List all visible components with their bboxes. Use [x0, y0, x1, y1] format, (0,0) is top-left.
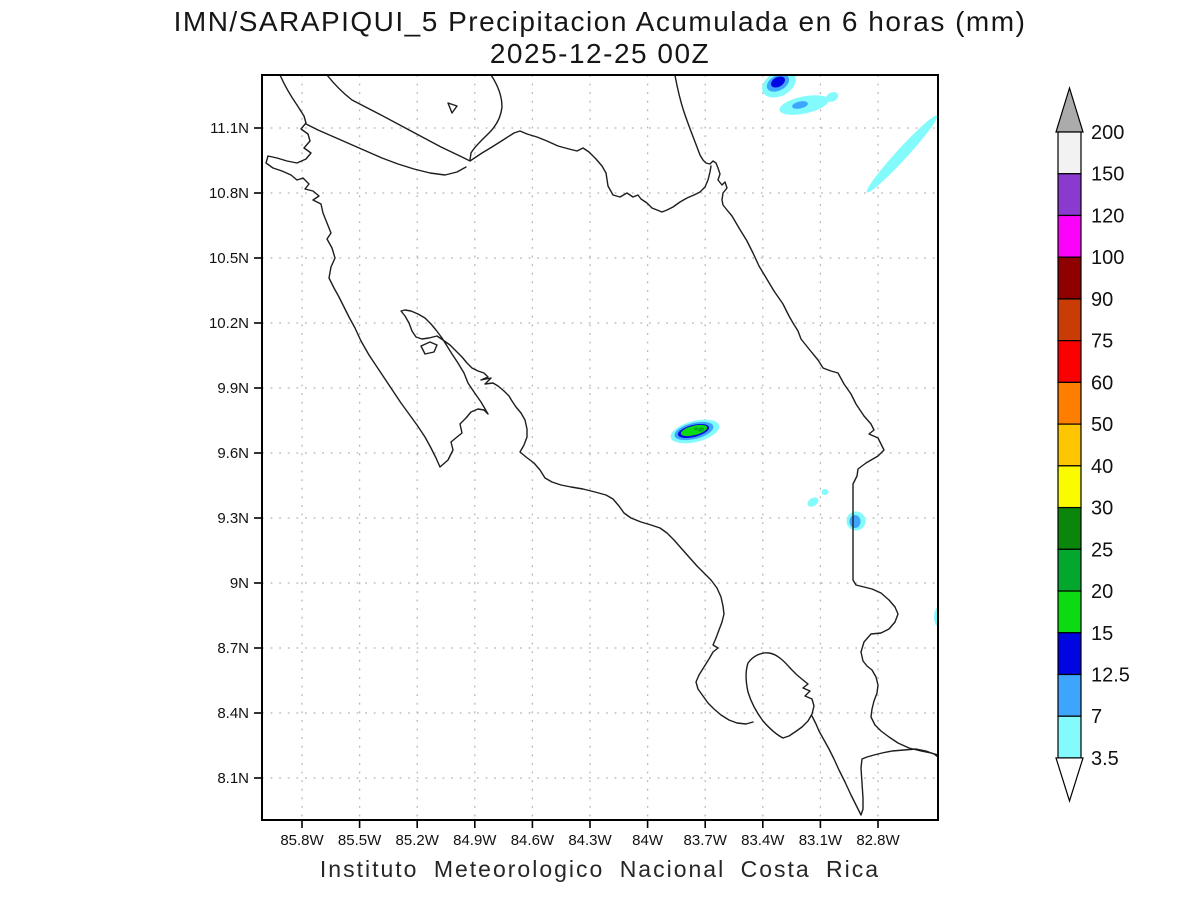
- colorbar-level-label: 120: [1091, 205, 1124, 227]
- colorbar-band: [1057, 173, 1082, 217]
- colorbar-band: [1057, 506, 1082, 550]
- precip-cell: [825, 92, 839, 102]
- page-title: IMN/SARAPIQUI_5 Precipitacion Acumulada …: [173, 6, 1027, 37]
- colorbar-band: [1057, 381, 1082, 425]
- colorbar-level-label: 20: [1091, 581, 1113, 603]
- lon-tick-label: 85.8W: [280, 832, 324, 849]
- precip-cell: [821, 489, 829, 495]
- longitude-axis-labels: 85.8W 85.5W 85.2W 84.9W 84.6W 84.3W 84W 83.7W 83…: [280, 832, 900, 849]
- colorbar-band: [1057, 256, 1082, 300]
- lat-tick-label: 8.1N: [217, 770, 249, 787]
- latitude-axis-labels: 11.1N 10.8N 10.5N 10.2N 9.9N 9.6N 9.3N 9N 8.7N 8.…: [209, 120, 249, 787]
- lake-nicaragua-shore: [469, 75, 503, 161]
- lon-tick-label: 84.6W: [511, 832, 555, 849]
- colorbar-level-label: 25: [1091, 539, 1113, 561]
- lat-tick-label: 10.5N: [209, 250, 249, 267]
- colorbar-level-label: 200: [1091, 122, 1124, 144]
- colorbar-band: [1057, 298, 1082, 342]
- lon-tick-label: 85.5W: [338, 832, 382, 849]
- colorbar-level-label: 30: [1091, 498, 1113, 520]
- colorbar-level-label: 12.5: [1091, 664, 1130, 686]
- colorbar-band: [1057, 340, 1082, 383]
- colorbar-band: [1057, 590, 1082, 634]
- precipitation-colorbar: 200 150 120 100 90 75 60 50 40 30 25 20 15 12.5 7 3.5: [1055, 85, 1130, 803]
- colorbar-level-label: 7: [1091, 706, 1102, 728]
- precip-cell: [697, 427, 705, 432]
- lat-tick-label: 10.2N: [209, 315, 249, 332]
- lon-tick-label: 85.2W: [396, 832, 440, 849]
- colorbar-level-label: 75: [1091, 331, 1113, 353]
- coastline-burica-panama: [811, 715, 938, 816]
- lat-tick-label: 9.3N: [217, 510, 249, 527]
- lat-tick-label: 8.4N: [217, 705, 249, 722]
- latlon-gridlines: [262, 75, 938, 820]
- precipitation-cells: [670, 75, 938, 626]
- lat-tick-label: 9N: [230, 575, 249, 592]
- colorbar-level-label: 90: [1091, 289, 1113, 311]
- colorbar-band: [1057, 423, 1082, 467]
- colorbar-band: [1057, 673, 1082, 717]
- plot-frame: [261, 74, 939, 821]
- coastline-osa-peninsula: [745, 652, 815, 739]
- colorbar-level-label: 40: [1091, 456, 1113, 478]
- lon-tick-label: 84W: [632, 832, 664, 849]
- border-nicaragua-south: [305, 123, 467, 176]
- lat-tick-label: 9.6N: [217, 445, 249, 462]
- colorbar-band: [1057, 131, 1082, 175]
- lon-tick-label: 84.3W: [568, 832, 612, 849]
- lat-tick-label: 8.7N: [217, 640, 249, 657]
- colorbar-band: [1057, 548, 1082, 592]
- precip-cell: [771, 76, 785, 88]
- lat-tick-label: 9.9N: [217, 380, 249, 397]
- lake-island: [447, 102, 458, 114]
- page-subtitle-date: 2025-12-25 00Z: [489, 38, 711, 69]
- lat-tick-label: 11.1N: [210, 120, 249, 137]
- colorbar-level-label: 100: [1091, 247, 1124, 269]
- axis-ticks: [254, 127, 879, 828]
- precip-cell: [849, 515, 861, 528]
- coastline-pacific: [265, 75, 754, 725]
- colorbar-level-label: 15: [1091, 623, 1113, 645]
- lon-tick-label: 83.1W: [799, 832, 843, 849]
- footer-caption: Instituto Meteorologico Nacional Costa R…: [319, 856, 881, 882]
- precip-cell: [693, 427, 699, 431]
- chira-island: [420, 341, 438, 355]
- colorbar-level-label: 150: [1091, 164, 1124, 186]
- precip-cell: [792, 101, 808, 109]
- colorbar-level-label: 60: [1091, 372, 1113, 394]
- colorbar-arrow-top: [1055, 85, 1084, 133]
- lon-tick-label: 83.4W: [741, 832, 785, 849]
- precip-streak: [866, 115, 938, 193]
- lat-tick-label: 10.8N: [209, 185, 249, 202]
- precip-cell: [807, 497, 819, 507]
- lon-tick-label: 82.8W: [856, 832, 900, 849]
- border-nicaragua: [326, 75, 712, 213]
- lon-tick-label: 84.9W: [453, 832, 497, 849]
- colorbar-arrow-bottom: [1055, 757, 1084, 803]
- colorbar-band: [1057, 465, 1082, 509]
- coastline-group: [265, 75, 938, 816]
- colorbar-level-label: 50: [1091, 414, 1113, 436]
- colorbar-band: [1057, 632, 1082, 676]
- lon-tick-label: 83.7W: [684, 832, 728, 849]
- colorbar-band: [1057, 715, 1082, 759]
- colorbar-band: [1057, 214, 1082, 258]
- coastline-caribbean: [674, 75, 938, 756]
- colorbar-level-label: 3.5: [1091, 748, 1119, 770]
